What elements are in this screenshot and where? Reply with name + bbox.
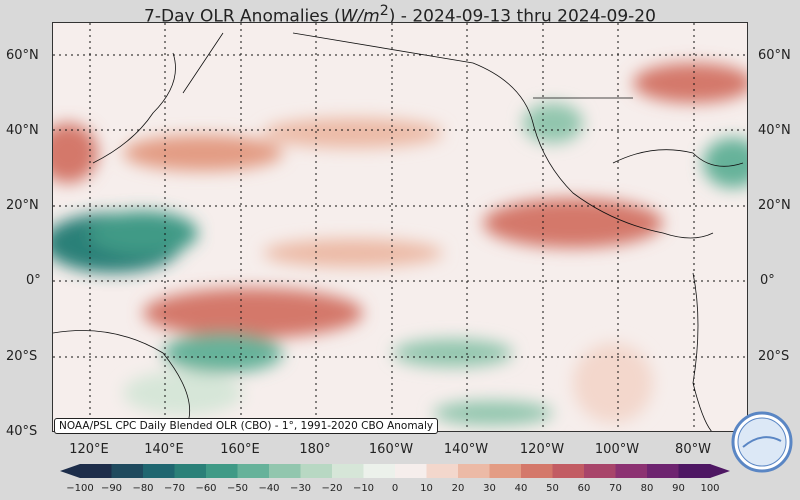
- lat-label-right: 20°S: [758, 349, 790, 364]
- colorbar-tick-label: −50: [226, 483, 249, 494]
- lon-label: 160°E: [220, 442, 260, 457]
- lon-label: 120°W: [519, 442, 565, 457]
- colorbar-swatch: [615, 464, 648, 478]
- lat-label-right: 20°N: [758, 198, 791, 213]
- colorbar-swatch: [647, 464, 679, 478]
- olr-anomaly-map: [52, 22, 748, 432]
- lat-label-left: 40°N: [6, 123, 39, 138]
- colorbar-swatch: [143, 464, 175, 478]
- lat-label-right: 40°N: [758, 123, 791, 138]
- lat-label-right: 0°: [760, 273, 775, 288]
- lon-label: 140°W: [443, 442, 489, 457]
- lat-label-left: 20°N: [6, 198, 39, 213]
- colorbar: [60, 464, 730, 478]
- colorbar-tick-label: 70: [609, 483, 622, 494]
- lon-label: 180°: [299, 442, 331, 457]
- colorbar-tick-label: −70: [163, 483, 186, 494]
- lon-label: 100°W: [594, 442, 640, 457]
- colorbar-tick-label: 20: [451, 483, 465, 494]
- lon-label: 140°E: [144, 442, 184, 457]
- colorbar-tick-label: 30: [483, 483, 496, 494]
- colorbar-swatch: [269, 464, 301, 478]
- colorbar-tick-label: 90: [672, 483, 685, 494]
- lon-label: 80°W: [675, 442, 711, 457]
- colorbar-swatch: [458, 464, 490, 478]
- colorbar-swatch: [80, 464, 112, 478]
- colorbar-tick-label: −20: [321, 483, 343, 494]
- lat-label-left: 40°S: [6, 424, 38, 439]
- colorbar-tick-label: −30: [289, 483, 312, 494]
- colorbar-swatch: [206, 464, 238, 478]
- colorbar-swatch: [678, 464, 711, 478]
- anomaly-field: [53, 63, 747, 425]
- graticule: [53, 23, 747, 431]
- colorbar-swatch: [584, 464, 616, 478]
- colorbar-tick-label: −60: [195, 483, 217, 494]
- colorbar-tick-label: 10: [420, 483, 433, 494]
- nexlab-logo: [731, 411, 793, 473]
- colorbar-tick-label: 0: [391, 483, 399, 494]
- lon-label: 160°W: [368, 442, 414, 457]
- coastlines: [53, 32, 744, 431]
- colorbar-tick-label: 100: [700, 483, 720, 494]
- colorbar-tick-label: 50: [546, 483, 559, 494]
- lat-label-left: 60°N: [6, 48, 39, 63]
- colorbar-swatch: [111, 464, 144, 478]
- colorbar-swatch: [521, 464, 553, 478]
- map-title: 7-Day OLR Anomalies (W/m2) - 2024-09-13 …: [144, 3, 656, 27]
- colorbar-tick-label: −80: [132, 483, 154, 494]
- colorbar-tick-label: −90: [100, 483, 123, 494]
- colorbar-tick-label: −10: [352, 483, 375, 494]
- colorbar-tick-label: 80: [640, 483, 654, 494]
- colorbar-swatch: [489, 464, 522, 478]
- data-credit: NOAA/PSL CPC Daily Blended OLR (CBO) - 1…: [54, 418, 439, 434]
- colorbar-under-arrow: [60, 464, 80, 478]
- colorbar-tick-label: −100: [66, 483, 94, 494]
- lon-label: 120°E: [69, 442, 109, 457]
- colorbar-tick-label: 40: [514, 483, 528, 494]
- colorbar-swatch: [332, 464, 364, 478]
- colorbar-swatch: [363, 464, 396, 478]
- colorbar-swatch: [426, 464, 459, 478]
- colorbar-over-arrow: [710, 464, 730, 478]
- colorbar-tick-label: −40: [258, 483, 280, 494]
- colorbar-swatch: [237, 464, 270, 478]
- lat-label-left: 20°S: [6, 349, 38, 364]
- colorbar-swatch: [174, 464, 207, 478]
- colorbar-tick-label: 60: [577, 483, 591, 494]
- colorbar-swatch: [552, 464, 585, 478]
- lat-label-left: 0°: [26, 273, 41, 288]
- lat-label-right: 60°N: [758, 48, 791, 63]
- colorbar-swatch: [300, 464, 333, 478]
- colorbar-swatch: [395, 464, 427, 478]
